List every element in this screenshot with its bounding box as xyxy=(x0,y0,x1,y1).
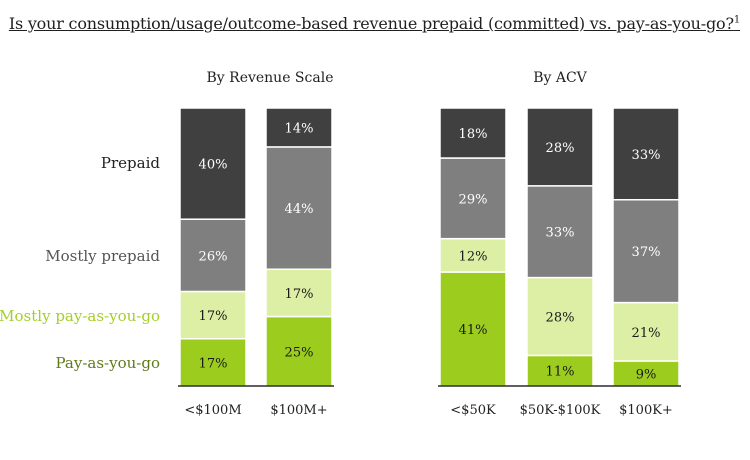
bar-segment-prepaid-0-0 xyxy=(179,107,247,220)
group-title-acv: By ACV xyxy=(533,70,587,86)
data-label-mostly-prepaid-1-2: 37% xyxy=(632,245,661,260)
bar-segment-mostly-prepaid-1-0 xyxy=(439,157,507,240)
data-label-mostly-payg-1-1: 28% xyxy=(546,311,575,326)
data-label-mostly-prepaid-1-1: 33% xyxy=(546,226,575,241)
legend-mostly-payg: Mostly pay-as-you-go xyxy=(0,307,160,325)
legend-mostly-prepaid: Mostly prepaid xyxy=(45,247,160,265)
data-label-prepaid-1-2: 33% xyxy=(632,148,661,163)
bar-segment-mostly-prepaid-1-1 xyxy=(526,185,594,279)
data-label-prepaid-0-0: 40% xyxy=(199,158,228,173)
data-label-payg-0-1: 25% xyxy=(285,345,314,360)
data-label-mostly-prepaid-1-0: 29% xyxy=(459,192,488,207)
bar-segment-payg-1-1 xyxy=(526,354,594,387)
data-label-payg-1-0: 41% xyxy=(459,323,488,338)
bar-segment-mostly-prepaid-0-1 xyxy=(265,146,333,270)
category-label-0-0: <$100M xyxy=(184,403,241,418)
bar-segment-payg-0-0 xyxy=(179,337,247,387)
data-label-mostly-prepaid-0-1: 44% xyxy=(285,202,314,217)
group-title-revenue-scale: By Revenue Scale xyxy=(206,70,334,86)
legend-payg: Pay-as-you-go xyxy=(56,354,160,372)
data-label-mostly-payg-0-0: 17% xyxy=(199,309,228,324)
chart-title: Is your consumption/usage/outcome-based … xyxy=(8,14,740,33)
data-label-mostly-payg-1-2: 21% xyxy=(632,326,661,341)
category-label-0-1: $100M+ xyxy=(270,403,327,418)
category-label-1-2: $100K+ xyxy=(619,403,673,418)
data-label-payg-0-0: 17% xyxy=(199,356,228,371)
category-label-1-0: <$50K xyxy=(450,403,496,418)
bar-segment-mostly-prepaid-0-0 xyxy=(179,218,247,293)
bar-segment-mostly-payg-0-1 xyxy=(265,268,333,318)
bar-segment-mostly-prepaid-1-2 xyxy=(612,198,680,304)
bar-segment-payg-1-2 xyxy=(612,360,680,387)
bar-segment-mostly-payg-1-1 xyxy=(526,276,594,357)
data-label-payg-1-1: 11% xyxy=(546,365,575,380)
bar-segment-prepaid-1-0 xyxy=(439,107,507,159)
bar-segment-prepaid-0-1 xyxy=(265,107,333,148)
bar-segment-prepaid-1-2 xyxy=(612,107,680,201)
bar-segment-mostly-payg-1-0 xyxy=(439,237,507,273)
data-label-prepaid-1-1: 28% xyxy=(546,141,575,156)
data-label-prepaid-0-1: 14% xyxy=(285,121,314,136)
data-label-prepaid-1-0: 18% xyxy=(459,127,488,142)
data-label-mostly-prepaid-0-0: 26% xyxy=(199,249,228,264)
bar-segment-payg-0-1 xyxy=(265,315,333,387)
category-label-1-1: $50K-$100K xyxy=(520,403,601,418)
data-label-payg-1-2: 9% xyxy=(636,367,657,382)
data-label-mostly-payg-1-0: 12% xyxy=(459,249,488,264)
bar-segment-prepaid-1-1 xyxy=(526,107,594,187)
bar-segment-mostly-payg-1-2 xyxy=(612,301,680,362)
legend-prepaid: Prepaid xyxy=(101,154,160,172)
data-label-mostly-payg-0-1: 17% xyxy=(285,287,314,302)
